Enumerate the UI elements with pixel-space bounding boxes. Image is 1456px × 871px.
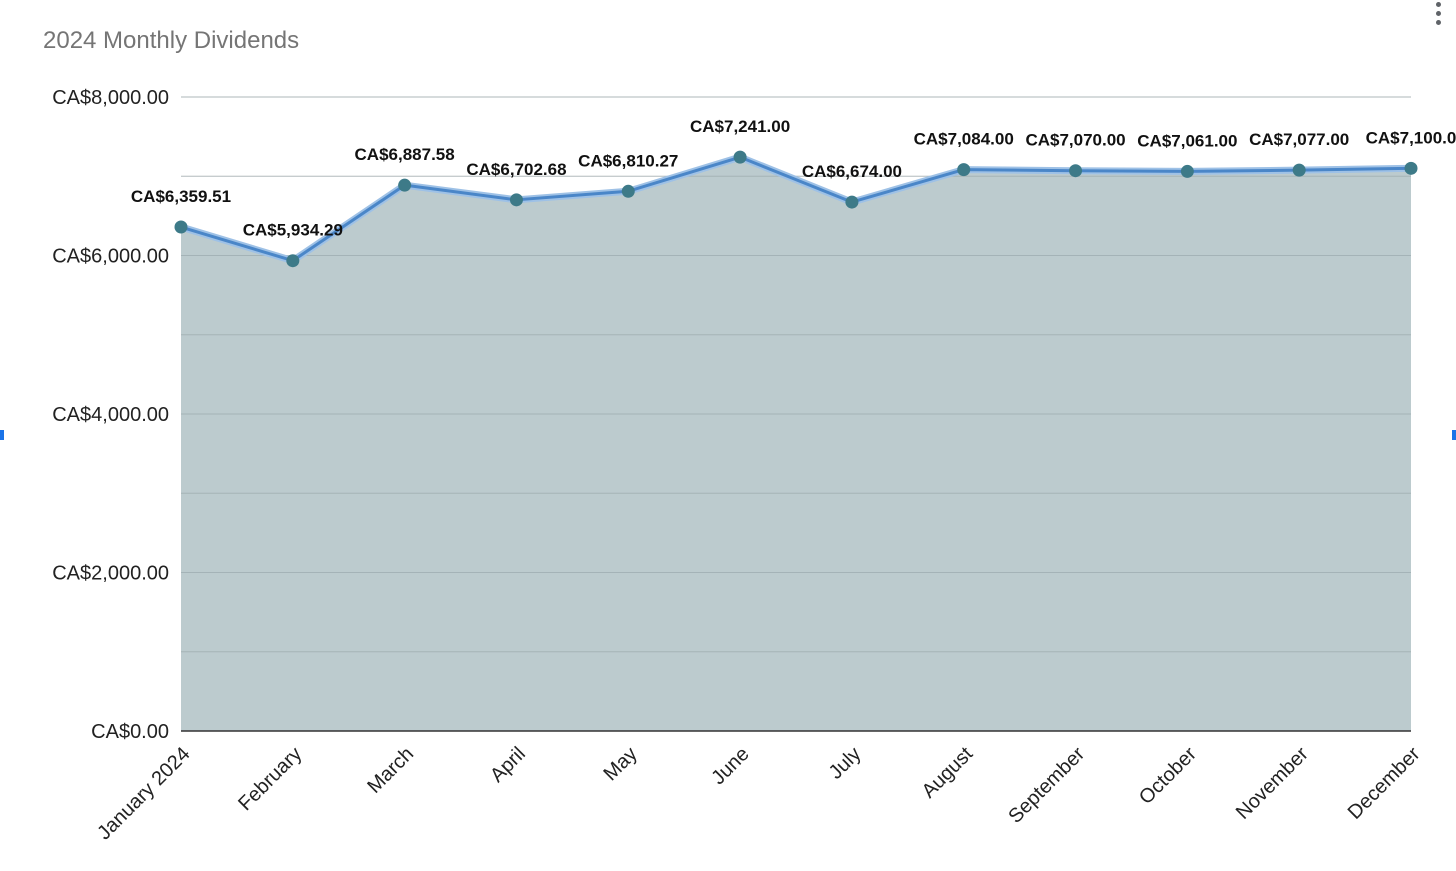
left-resize-handle[interactable] [0,430,4,440]
x-tick-label: September [1004,743,1089,828]
data-label: CA$7,100.0 [1366,128,1456,147]
data-label: CA$7,241.00 [690,117,790,136]
x-tick-label: April [486,743,530,787]
chart-title: 2024 Monthly Dividends [43,27,300,54]
x-tick-label: May [600,743,642,785]
data-point [509,193,523,207]
data-label: CA$6,702.68 [466,160,566,179]
data-label: CA$6,359.51 [131,187,231,206]
y-tick-label: CA$8,000.00 [52,87,169,109]
data-label: CA$5,934.29 [243,221,343,240]
data-point [174,220,188,234]
y-tick-label: CA$0.00 [91,721,169,743]
x-tick-label: January 2024 [93,743,194,844]
x-tick-label: December [1344,743,1425,824]
x-tick-label: August [918,743,978,803]
y-tick-label: CA$2,000.00 [52,563,169,585]
y-tick-label: CA$4,000.00 [52,404,169,426]
data-label: CA$6,674.00 [802,162,902,181]
y-tick-label: CA$6,000.00 [52,246,169,268]
data-point [621,184,635,198]
data-point [1404,161,1418,175]
x-tick-label: July [825,743,866,784]
data-point [1069,164,1083,178]
series-area [181,157,1411,731]
data-label: CA$7,077.00 [1249,130,1349,149]
data-point [1180,164,1194,178]
right-resize-handle[interactable] [1452,430,1456,440]
data-label: CA$7,061.00 [1137,131,1237,150]
data-point [957,163,971,177]
data-point [398,178,412,192]
series-line [180,155,1412,263]
data-label: CA$6,887.58 [355,145,455,164]
data-point [845,195,859,209]
data-label: CA$7,084.00 [914,130,1014,149]
data-label: CA$7,070.00 [1025,131,1125,150]
data-label: CA$6,810.27 [578,151,678,170]
data-point [1292,163,1306,177]
x-tick-label: March [363,743,418,798]
data-point [286,254,300,268]
x-tick-label: November [1232,743,1313,824]
x-tick-label: February [234,743,306,815]
more-options-icon[interactable] [1432,0,1444,25]
x-tick-label: October [1135,743,1201,809]
x-tick-label: June [707,743,753,789]
data-point [733,150,747,164]
